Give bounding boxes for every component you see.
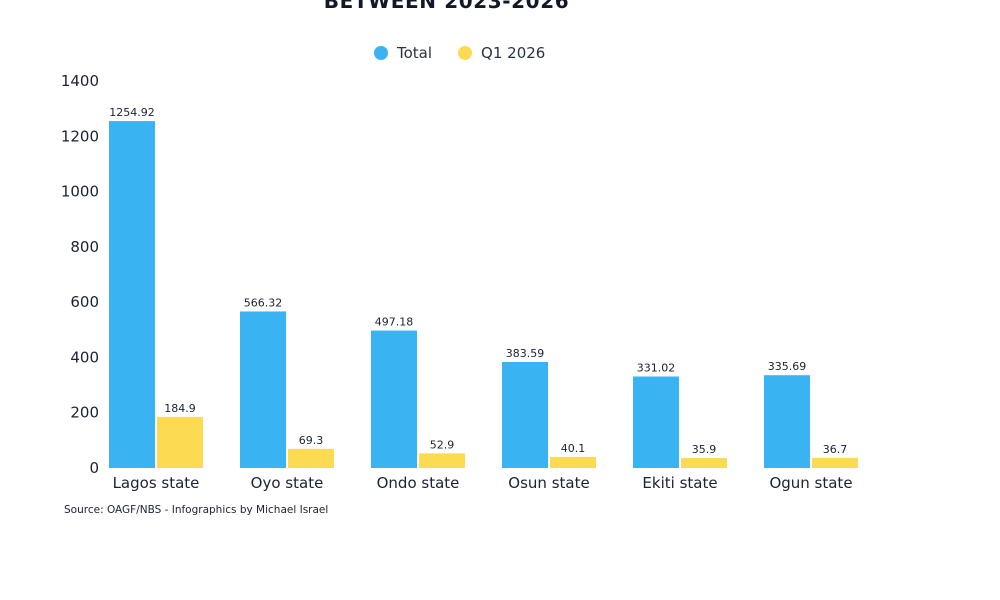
y-tick-label: 0 bbox=[89, 459, 99, 477]
x-category-label: Ekiti state bbox=[642, 474, 717, 492]
y-tick-label: 1200 bbox=[61, 127, 99, 145]
bar-q1-2026 bbox=[157, 416, 203, 468]
x-category-label: Ondo state bbox=[377, 474, 460, 492]
legend-label-total: Total bbox=[397, 44, 433, 62]
data-label-q1-2026: 35.9 bbox=[692, 443, 717, 456]
legend-label-q1-2026: Q1 2026 bbox=[481, 44, 546, 62]
data-label-q1-2026: 184.9 bbox=[164, 402, 196, 415]
y-tick-label: 1400 bbox=[61, 72, 99, 90]
chart-title: BETWEEN 2023-2026 bbox=[323, 0, 570, 13]
data-label-total: 331.02 bbox=[637, 361, 676, 374]
bar-total bbox=[109, 121, 155, 469]
chart-legend: Total Q1 2026 bbox=[374, 44, 545, 62]
data-label-total: 1254.92 bbox=[109, 106, 155, 119]
bar-total bbox=[764, 375, 810, 468]
y-tick-label: 800 bbox=[70, 238, 99, 256]
bar-q1-2026 bbox=[812, 457, 858, 468]
source-note: Source: OAGF/NBS - Infographics by Micha… bbox=[64, 504, 329, 516]
x-category-label: Lagos state bbox=[113, 474, 200, 492]
y-tick-label: 200 bbox=[70, 404, 99, 422]
bar-q1-2026 bbox=[681, 458, 727, 468]
legend-swatch-q1-2026 bbox=[458, 46, 473, 60]
legend-item-q1-2026: Q1 2026 bbox=[458, 44, 545, 62]
bar-q1-2026 bbox=[419, 453, 465, 468]
data-label-q1-2026: 52.9 bbox=[430, 438, 455, 451]
data-label-total: 566.32 bbox=[244, 296, 283, 309]
legend-swatch-total bbox=[374, 46, 388, 60]
x-category-label: Ogun state bbox=[769, 474, 852, 492]
bar-total bbox=[502, 361, 548, 468]
y-tick-label: 600 bbox=[70, 293, 99, 311]
data-label-total: 383.59 bbox=[506, 347, 545, 360]
bar-total bbox=[371, 330, 417, 468]
y-tick-label: 1000 bbox=[61, 183, 99, 201]
legend-item-total: Total bbox=[374, 44, 432, 62]
bar-total bbox=[633, 376, 679, 468]
data-label-total: 497.18 bbox=[375, 316, 414, 329]
data-label-q1-2026: 40.1 bbox=[561, 442, 586, 455]
x-category-label: Osun state bbox=[508, 474, 589, 492]
data-label-total: 335.69 bbox=[768, 360, 807, 373]
data-label-q1-2026: 69.3 bbox=[299, 434, 324, 447]
bar-q1-2026 bbox=[550, 456, 596, 468]
bar-total bbox=[240, 311, 286, 468]
x-category-label: Oyo state bbox=[251, 474, 324, 492]
y-tick-label: 400 bbox=[70, 348, 99, 366]
bar-q1-2026 bbox=[288, 448, 334, 468]
data-label-q1-2026: 36.7 bbox=[823, 443, 848, 456]
